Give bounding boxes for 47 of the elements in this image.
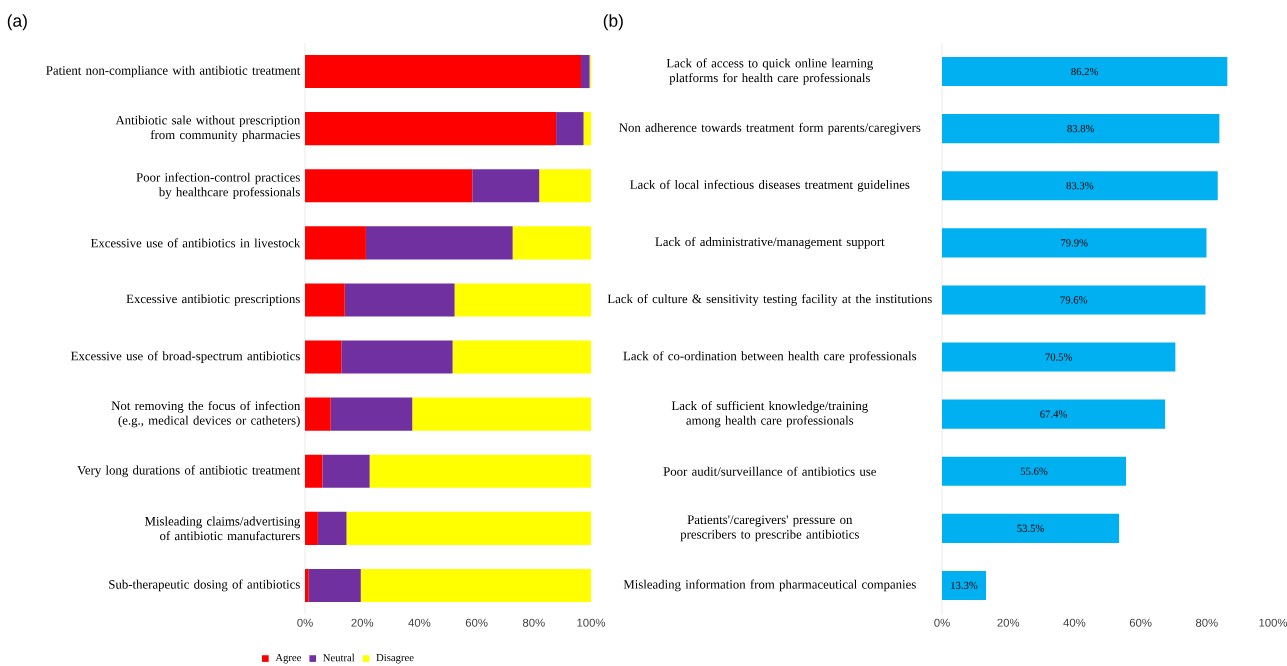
y-tick-label: Lack of culture & sensitivity testing facility at the institutions xyxy=(607,294,932,306)
x-tick-label: 80% xyxy=(522,618,545,627)
x-tick-label: 100% xyxy=(1259,618,1287,627)
data-label: 83.8% xyxy=(1067,125,1095,133)
text: (a) xyxy=(7,14,27,31)
data-label: 83.3% xyxy=(1066,182,1094,190)
x-tick-label: 40% xyxy=(408,618,431,627)
y-tick-label: Lack of administrative/management support xyxy=(655,236,885,249)
y-tick-label: Poor audit/surveillance of antibiotics use xyxy=(663,466,877,476)
x-tick-label: 100% xyxy=(577,618,606,627)
data-label: 86.2% xyxy=(1071,67,1099,76)
data-label: 79.6% xyxy=(1060,296,1088,304)
y-tick-label: Lack of local infectious diseases treatment guidelines xyxy=(630,179,910,192)
y-tick-label: Excessive use of antibiotics in livestock xyxy=(90,238,301,248)
y-tick-label: Patients'/caregivers' pressure on prescribers to prescribe antibiotics xyxy=(680,515,859,542)
y-tick-label: Excessive antibiotic prescriptions xyxy=(126,294,300,306)
legend-label: Neutral xyxy=(323,653,355,662)
data-label: 13.3% xyxy=(951,581,978,590)
y-tick-label: Poor infection-control practices by healthcare professionals xyxy=(136,172,300,199)
x-tick-label: 80% xyxy=(1195,618,1218,627)
x-tick-label: 0% xyxy=(297,618,313,627)
y-tick-label: Not removing the focus of infection (e.g., medical devices or catheters) xyxy=(111,400,301,428)
data-label: 55.6% xyxy=(1020,467,1048,475)
y-tick-label: Lack of access to quick online learning platforms for health care professionals xyxy=(666,58,873,85)
y-tick-label: Antibiotic sale without prescription from community pharmacies xyxy=(115,115,301,142)
y-tick-label: Patient non-compliance with antibiotic treatment xyxy=(46,65,301,78)
y-tick-label: Excessive use of broad-spectrum antibiotics xyxy=(71,351,300,363)
y-tick-label: Non adherence towards treatment form parents/caregivers xyxy=(619,122,921,135)
data-label: 67.4% xyxy=(1040,410,1067,418)
legend-label: Agree xyxy=(275,654,302,664)
data-label: 53.5% xyxy=(1017,524,1044,532)
x-tick-label: 60% xyxy=(465,618,488,627)
data-label: 70.5% xyxy=(1045,353,1073,361)
y-tick-label: Misleading information from pharmaceutical companies xyxy=(623,579,916,592)
y-tick-label: Sub-therapeutic dosing of antibiotics xyxy=(109,579,300,592)
y-tick-label: Misleading claims/advertising of antibiotic manufacturers xyxy=(144,516,301,541)
y-tick-label: Very long durations of antibiotic treatment xyxy=(77,465,301,478)
x-tick-label: 60% xyxy=(1129,618,1152,627)
text: (b) xyxy=(603,14,623,31)
y-tick-label: Lack of sufficient knowledge/training among health care professionals xyxy=(671,400,868,428)
x-tick-label: 0% xyxy=(934,618,950,627)
y-tick-label: Lack of co-ordination between health care professionals xyxy=(623,351,917,363)
data-label: 79.9% xyxy=(1061,239,1088,247)
x-tick-label: 20% xyxy=(997,618,1020,627)
x-tick-label: 40% xyxy=(1063,618,1086,627)
x-tick-label: 20% xyxy=(351,618,374,627)
legend-label: Disagree xyxy=(376,654,414,664)
